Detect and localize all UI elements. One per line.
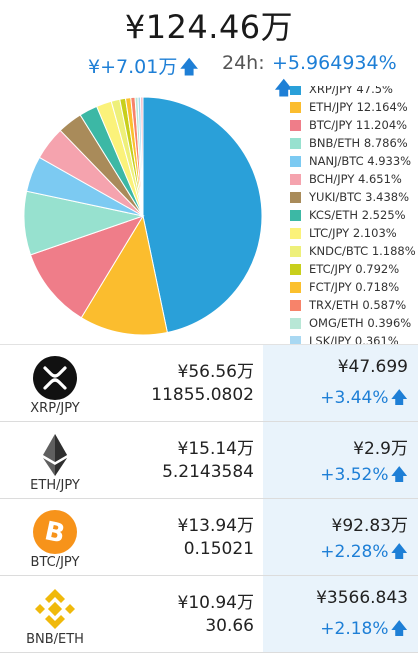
up-arrow-icon: 🡅 xyxy=(390,619,408,639)
allocation-chart: XRP/JPY 47.5% ETH/JPY 12.164% BTC/JPY 11.2… xyxy=(0,86,418,345)
holdings-list: XRP/JPY ¥56.56万 11855.0802 ¥47.699 +3.44% 🡅 ET… xyxy=(0,345,418,653)
legend-swatch xyxy=(290,86,301,95)
legend-label: LSK/JPY 0.361% xyxy=(309,334,399,345)
legend-label: BCH/JPY 4.651% xyxy=(309,172,402,186)
legend-item[interactable]: NANJ/BTC 4.933% xyxy=(290,152,418,170)
holding-amount: 5.2143584 xyxy=(162,462,254,482)
price-change: +3.52% 🡅 xyxy=(320,462,408,491)
legend-swatch xyxy=(290,209,301,221)
legend-item[interactable]: XRP/JPY 47.5% xyxy=(290,86,418,98)
legend-swatch xyxy=(290,101,301,113)
holding-value: ¥15.14万 xyxy=(177,439,254,459)
allocation-pie[interactable] xyxy=(0,86,280,344)
price-panel xyxy=(263,422,418,498)
holding-row[interactable]: ETH/JPY ¥15.14万 5.2143584 ¥2.9万 +3.52% 🡅 xyxy=(0,422,418,499)
holding-amount: 11855.0802 xyxy=(151,385,254,405)
legend-item[interactable]: BTC/JPY 11.204% xyxy=(290,116,418,134)
legend-swatch xyxy=(290,281,301,293)
legend-item[interactable]: LSK/JPY 0.361% xyxy=(290,332,418,345)
up-arrow-icon: 🡅 xyxy=(274,77,294,99)
legend-swatch xyxy=(290,155,301,167)
current-price: ¥3566.843 xyxy=(316,588,408,608)
legend-swatch xyxy=(290,245,301,257)
holding-value: ¥56.56万 xyxy=(177,362,254,382)
legend-label: LTC/JPY 2.103% xyxy=(309,226,397,240)
legend-item[interactable]: YUKI/BTC 3.438% xyxy=(290,188,418,206)
legend-label: KCS/ETH 2.525% xyxy=(309,208,406,222)
legend-item[interactable]: KCS/ETH 2.525% xyxy=(290,206,418,224)
holding-amount: 30.66 xyxy=(205,616,254,636)
legend-swatch xyxy=(290,263,301,275)
legend-item[interactable]: ETH/JPY 12.164% xyxy=(290,98,418,116)
pair-label: ETH/JPY xyxy=(30,478,80,493)
legend-label: XRP/JPY 47.5% xyxy=(309,86,393,96)
legend-label: BNB/ETH 8.786% xyxy=(309,136,408,150)
price-change: +3.44% 🡅 xyxy=(320,385,408,414)
legend-swatch xyxy=(290,173,301,185)
legend-item[interactable]: LTC/JPY 2.103% xyxy=(290,224,418,242)
legend-swatch xyxy=(290,299,301,311)
bnb-icon xyxy=(32,586,78,632)
legend-label: NANJ/BTC 4.933% xyxy=(309,154,412,168)
holding-value: ¥13.94万 xyxy=(177,516,254,536)
pie-slice[interactable] xyxy=(29,215,145,319)
pair-label: BTC/JPY xyxy=(30,555,80,570)
pie-slice[interactable] xyxy=(140,96,144,217)
legend-label: TRX/ETH 0.587% xyxy=(309,298,407,312)
legend-label: YUKI/BTC 3.438% xyxy=(309,190,410,204)
legend-item[interactable]: OMG/ETH 0.396% xyxy=(290,314,418,332)
legend-label: BTC/JPY 11.204% xyxy=(309,118,408,132)
price-change: +2.18% 🡅 xyxy=(320,616,408,645)
legend-label: OMG/ETH 0.396% xyxy=(309,316,412,330)
legend-label: KNDC/BTC 1.188% xyxy=(309,244,416,258)
legend-item[interactable]: TRX/ETH 0.587% xyxy=(290,296,418,314)
legend-swatch xyxy=(290,191,301,203)
up-arrow-icon: 🡅 xyxy=(390,465,408,485)
btc-icon: B xyxy=(32,509,78,555)
current-price: ¥92.83万 xyxy=(331,516,408,536)
legend-item[interactable]: FCT/JPY 0.718% xyxy=(290,278,418,296)
legend-swatch xyxy=(290,119,301,131)
portfolio-header: ¥124.46万 ¥+7.01万 🡅 24h: +5.964934%🡅 xyxy=(0,0,418,99)
legend-item[interactable]: KNDC/BTC 1.188% xyxy=(290,242,418,260)
h24-change: +5.964934%🡅 xyxy=(272,52,418,106)
price-panel xyxy=(263,345,418,421)
legend-item[interactable]: ETC/JPY 0.792% xyxy=(290,260,418,278)
legend-label: FCT/JPY 0.718% xyxy=(309,280,400,294)
holding-row[interactable]: B BTC/JPY ¥13.94万 0.15021 ¥92.83万 +2.28% 🡅 xyxy=(0,499,418,576)
up-arrow-icon: 🡅 xyxy=(390,388,408,408)
up-arrow-icon: 🡅 xyxy=(179,56,199,78)
legend-label: ETC/JPY 0.792% xyxy=(309,262,400,276)
h24-label: 24h: xyxy=(222,52,265,74)
xrp-icon xyxy=(32,355,78,401)
pie-slice[interactable] xyxy=(80,214,168,336)
price-panel xyxy=(263,576,418,652)
total-value: ¥124.46万 xyxy=(124,8,294,46)
price-change: +2.28% 🡅 xyxy=(320,539,408,568)
current-price: ¥2.9万 xyxy=(353,439,408,459)
holding-row[interactable]: BNB/ETH ¥10.94万 30.66 ¥3566.843 +2.18% 🡅 xyxy=(0,576,418,653)
legend-swatch xyxy=(290,317,301,329)
legend-swatch xyxy=(290,335,301,344)
legend-swatch xyxy=(290,227,301,239)
legend-swatch xyxy=(290,137,301,149)
current-price: ¥47.699 xyxy=(337,357,408,377)
pair-label: XRP/JPY xyxy=(30,401,80,416)
eth-icon xyxy=(32,432,78,478)
pie-slice[interactable] xyxy=(142,96,263,334)
holding-value: ¥10.94万 xyxy=(177,593,254,613)
legend-item[interactable]: BNB/ETH 8.786% xyxy=(290,134,418,152)
up-arrow-icon: 🡅 xyxy=(390,542,408,562)
holding-row[interactable]: XRP/JPY ¥56.56万 11855.0802 ¥47.699 +3.44% 🡅 xyxy=(0,345,418,422)
allocation-legend[interactable]: XRP/JPY 47.5% ETH/JPY 12.164% BTC/JPY 11.2… xyxy=(290,86,418,345)
price-panel xyxy=(263,499,418,575)
legend-item[interactable]: BCH/JPY 4.651% xyxy=(290,170,418,188)
holding-amount: 0.15021 xyxy=(183,539,254,559)
legend-label: ETH/JPY 12.164% xyxy=(309,100,408,114)
day-change: ¥+7.01万 🡅 xyxy=(88,52,199,85)
